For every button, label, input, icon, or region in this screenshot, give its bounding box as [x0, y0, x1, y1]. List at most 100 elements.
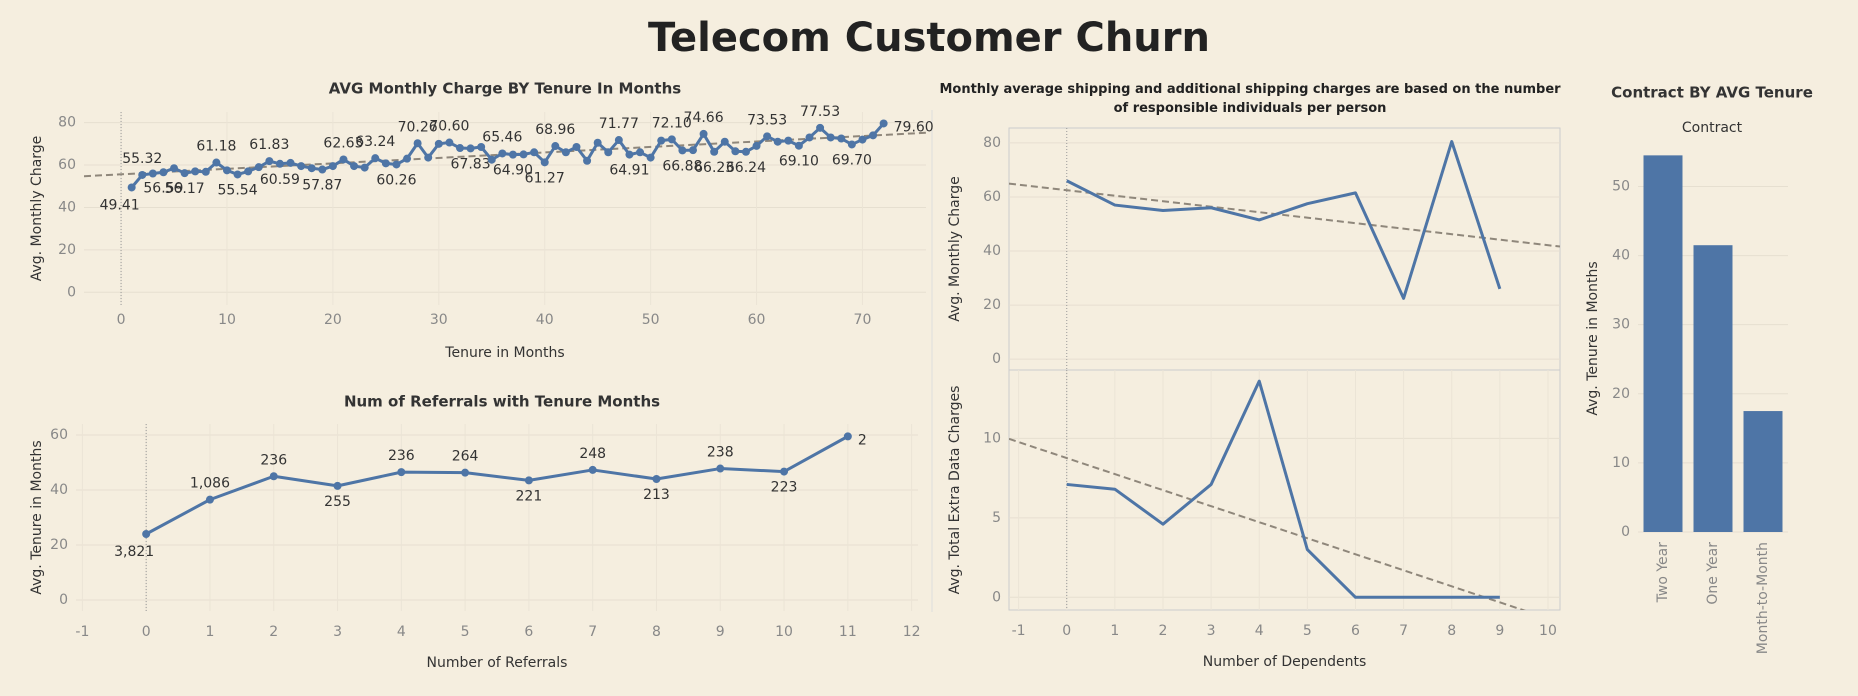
x-tick-label: 5	[1303, 623, 1312, 639]
point	[657, 136, 666, 145]
x-tick-label: 4	[397, 624, 406, 640]
point	[205, 495, 214, 504]
point	[333, 481, 342, 490]
point	[551, 142, 560, 151]
y-tick-label: 0	[992, 351, 1001, 367]
point	[142, 530, 151, 538]
x-tick-label: 4	[1255, 623, 1264, 639]
data-label: 56.17	[165, 181, 205, 197]
bar	[1743, 411, 1783, 532]
point	[477, 142, 486, 151]
point	[614, 136, 623, 145]
data-label: 60.26	[376, 172, 416, 188]
point	[350, 162, 359, 171]
point	[455, 144, 464, 153]
point	[286, 158, 295, 167]
point	[222, 166, 231, 175]
y-tick-label: 0	[992, 589, 1001, 605]
x-tick-label: 8	[1447, 623, 1456, 639]
x-tick-label: 8	[652, 624, 661, 640]
x-tick-label: 30	[430, 312, 448, 328]
point	[731, 147, 740, 156]
point	[780, 467, 789, 476]
point	[297, 162, 306, 171]
x-tick-label: 3	[333, 624, 342, 640]
point	[847, 140, 856, 149]
data-label: 68.96	[535, 122, 575, 138]
x-tick-label: 11	[839, 624, 857, 640]
x-tick-label: 7	[1399, 623, 1408, 639]
x-tick-label: 5	[461, 624, 470, 640]
x-tick-label: 0	[1062, 623, 1071, 639]
x-axis-title: Number of Dependents	[1203, 654, 1367, 670]
point	[508, 150, 517, 159]
panel-border	[1008, 369, 1561, 611]
series-line	[145, 435, 849, 536]
point	[381, 159, 390, 168]
data-label: 66.24	[726, 160, 766, 176]
point	[561, 148, 570, 157]
data-label: 213	[643, 487, 670, 503]
point	[413, 139, 422, 148]
point	[636, 148, 645, 157]
point	[269, 472, 278, 481]
x-tick-label: 10	[1539, 623, 1557, 639]
x-tick-label: One Year	[1705, 542, 1721, 605]
point	[530, 148, 539, 157]
data-label: 77.53	[800, 104, 840, 120]
dashboard-title: Telecom Customer Churn	[648, 15, 1210, 61]
data-label: 69.70	[832, 152, 872, 168]
x-tick-label: 0	[142, 624, 151, 640]
y-axis-title: Avg. Total Extra Data Charges	[947, 386, 963, 595]
trend-line	[1009, 182, 1560, 248]
data-label: 74.66	[684, 110, 724, 126]
data-label: 66.23	[694, 160, 734, 176]
chart-subtitle: Contract	[1682, 120, 1743, 136]
y-tick-label: 80	[983, 135, 1001, 151]
point	[593, 138, 602, 147]
point	[524, 476, 533, 485]
point	[318, 165, 327, 174]
x-tick-label: 3	[1207, 623, 1216, 639]
point	[233, 170, 242, 179]
point	[487, 155, 496, 164]
point	[127, 183, 136, 192]
y-tick-label: 80	[58, 115, 76, 131]
data-label: 71.77	[599, 116, 639, 132]
data-label: 64.90	[493, 163, 533, 179]
point	[816, 123, 825, 132]
chart-title: Contract BY AVG Tenure	[1611, 84, 1813, 102]
point	[201, 167, 210, 176]
point	[275, 159, 284, 168]
data-label: 61.83	[249, 137, 289, 153]
data-label: 73.53	[747, 112, 787, 128]
data-label: 70.60	[429, 119, 469, 135]
x-tick-label: Month-to-Month	[1755, 542, 1771, 654]
y-tick-label: 60	[983, 189, 1001, 205]
data-label: 248	[579, 446, 606, 462]
x-tick-label: 6	[524, 624, 533, 640]
data-label: 55.32	[122, 151, 162, 167]
x-tick-label: 7	[588, 624, 597, 640]
point	[138, 170, 147, 179]
data-label: 221	[516, 488, 543, 504]
y-tick-label: 0	[59, 592, 68, 608]
point	[572, 142, 581, 151]
data-label: 1,086	[190, 476, 230, 492]
x-tick-label: 1	[1110, 623, 1119, 639]
data-label: 61.18	[196, 139, 236, 155]
y-tick-label: 20	[58, 242, 76, 258]
y-tick-label: 40	[50, 482, 68, 498]
data-label: 60.59	[260, 172, 300, 188]
point	[519, 150, 528, 159]
data-label: 56.59	[143, 180, 183, 196]
point	[265, 157, 274, 166]
x-tick-label: 60	[748, 312, 766, 328]
point	[461, 468, 470, 477]
data-label: 2	[858, 432, 867, 448]
x-tick-label: 50	[642, 312, 660, 328]
y-tick-label: 60	[58, 157, 76, 173]
x-tick-label: 1	[205, 624, 214, 640]
